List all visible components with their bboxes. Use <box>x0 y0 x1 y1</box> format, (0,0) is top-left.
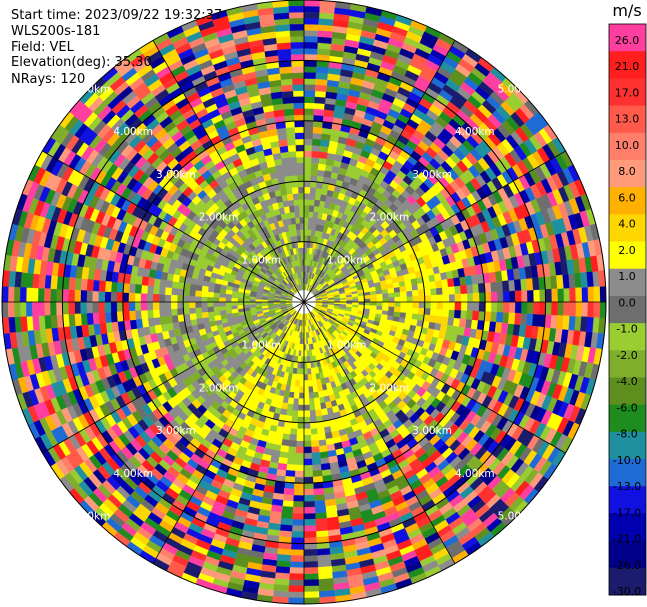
field-label: Field: VEL <box>11 40 74 55</box>
colorbar-tick-label: -8.0 <box>616 428 637 441</box>
colorbar-tick-label: 6.0 <box>618 191 636 204</box>
colorbar-tick-label: 2.0 <box>618 244 636 257</box>
colorbar-tick-label: 0.0 <box>618 296 636 309</box>
azimuth-spokes <box>2 0 606 604</box>
colorbar-tick-label: -13.0 <box>613 480 641 493</box>
range-ring-label: 3.00km <box>412 169 452 181</box>
colorbar-swatch <box>609 78 646 107</box>
colorbar-tick-label: -6.0 <box>616 401 637 414</box>
colorbar-swatch <box>609 187 646 215</box>
azimuth-spoke <box>303 40 456 303</box>
colorbar-tick-label: -10.0 <box>613 454 641 467</box>
colorbar-swatch <box>609 404 646 433</box>
range-ring-labels: 1.00km 2.00km 3.00km 4.00km 5.00km 1.00km 2.00… <box>71 84 538 523</box>
azimuth-spoke <box>42 301 305 454</box>
colorbar-tick-label: -1.0 <box>616 323 637 336</box>
range-ring-label: 2.00km <box>199 212 239 224</box>
nrays-label: NRays: 120 <box>11 72 86 87</box>
colorbar-swatch <box>609 268 646 297</box>
range-ring-label: 4.00km <box>455 126 495 138</box>
colorbar-swatch <box>609 24 646 52</box>
range-ring-label: 1.00km <box>241 340 281 352</box>
colorbar-swatch <box>609 51 646 79</box>
colorbar-swatch <box>609 105 646 134</box>
azimuth-spoke <box>303 301 456 564</box>
colorbar-tick-label: 17.0 <box>615 87 640 100</box>
colorbar-swatch <box>609 241 646 270</box>
range-ring-label: 4.00km <box>455 468 495 480</box>
azimuth-spoke <box>152 40 305 303</box>
colorbar-swatches <box>608 23 647 596</box>
colorbar-tick-label: -17.0 <box>613 506 641 519</box>
range-ring-label: 3.00km <box>156 169 196 181</box>
velocity-gates <box>1 0 607 605</box>
colorbar-swatch <box>609 567 646 596</box>
colorbar-tick-label: 13.0 <box>615 113 640 126</box>
colorbar-swatch <box>609 132 646 161</box>
colorbar-swatch <box>609 377 646 406</box>
range-ring-label: 4.00km <box>113 468 153 480</box>
range-ring-label: 5.00km <box>498 84 538 96</box>
range-ring-label: 5.00km <box>71 84 111 96</box>
range-ring-label: 3.00km <box>412 425 452 437</box>
range-ring-label: 2.00km <box>370 212 410 224</box>
azimuth-spoke <box>152 301 305 564</box>
azimuth-spoke <box>303 150 566 303</box>
colorbar-frame <box>608 23 647 596</box>
colorbar-swatch <box>609 486 646 514</box>
colorbar-unit: m/s <box>612 1 641 20</box>
azimuth-spoke <box>42 150 305 303</box>
colorbar-tick-label: 26.0 <box>615 34 640 47</box>
range-ring-label: 4.00km <box>113 126 153 138</box>
colorbar-swatch <box>609 431 646 460</box>
start-time-label: Start time: 2023/09/22 19:32:37 <box>11 8 223 23</box>
colorbar-tick-label: 21.0 <box>615 60 640 73</box>
instrument-label: WLS200s-181 <box>11 24 101 39</box>
range-ring-label: 1.00km <box>241 254 281 266</box>
colorbar-swatch <box>609 540 646 569</box>
colorbar-tick-label: -26.0 <box>613 559 641 572</box>
range-ring-label: 1.00km <box>327 340 367 352</box>
range-ring-label: 1.00km <box>327 254 367 266</box>
colorbar-tick-label: 8.0 <box>618 165 636 178</box>
colorbar-tick-label: -2.0 <box>616 349 637 362</box>
colorbar-tick-label: 4.0 <box>618 218 636 231</box>
elevation-label: Elevation(deg): 35.30 <box>11 55 152 70</box>
range-ring-label: 2.00km <box>370 382 410 394</box>
colorbar-tick-label: 1.0 <box>618 270 636 283</box>
colorbar-swatch <box>609 214 646 243</box>
colorbar-swatch <box>609 159 646 188</box>
range-ring-label: 5.00km <box>71 511 111 523</box>
colorbar-tick-labels: 26.0 21.0 17.0 13.0 10.0 8.0 6.0 4.0 2.0 1.0 0.0 -1… <box>613 34 641 598</box>
colorbar-tick-label: 10.0 <box>615 139 640 152</box>
colorbar-swatch <box>609 459 646 487</box>
range-ring-label: 3.00km <box>156 425 196 437</box>
colorbar-swatch <box>609 295 646 324</box>
colorbar-tick-label: -21.0 <box>613 533 641 546</box>
colorbar-swatch <box>609 350 646 378</box>
colorbar-tick-label: -30.0 <box>613 585 641 598</box>
colorbar-swatch <box>609 323 646 351</box>
azimuth-spoke <box>303 301 566 454</box>
colorbar-tick-label: -4.0 <box>616 375 637 388</box>
colorbar-swatch <box>609 513 646 542</box>
range-ring-label: 5.00km <box>498 511 538 523</box>
range-ring-label: 2.00km <box>199 382 239 394</box>
